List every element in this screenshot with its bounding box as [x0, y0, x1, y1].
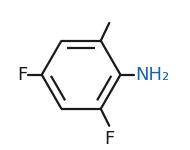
Text: F: F — [104, 130, 114, 148]
Text: NH₂: NH₂ — [135, 66, 169, 84]
Text: F: F — [17, 66, 27, 84]
